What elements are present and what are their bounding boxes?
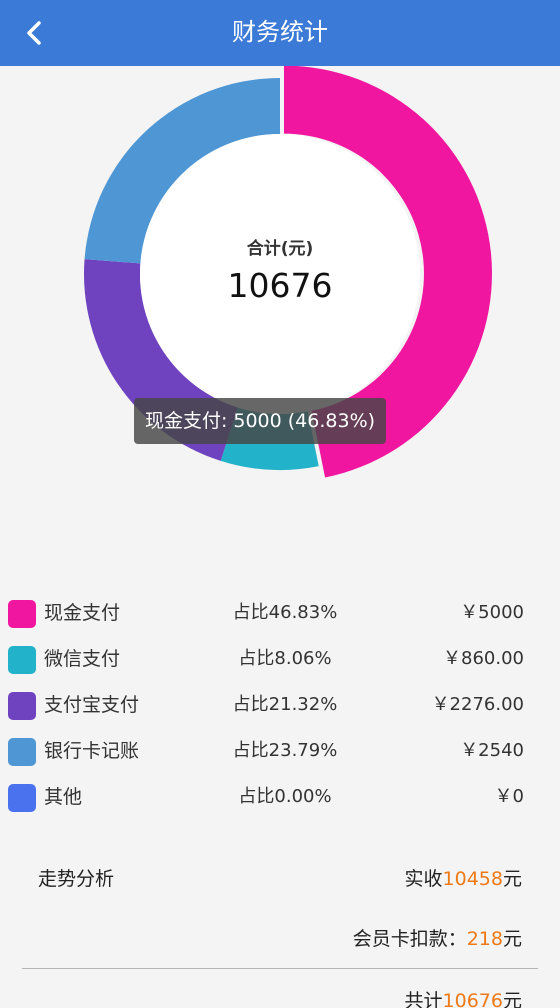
back-button[interactable] [18, 15, 54, 51]
legend-row-wechat[interactable]: 微信支付 占比8.06% ￥860.00 [0, 636, 560, 682]
pie-slice[interactable] [84, 78, 280, 264]
donut-hole [140, 134, 420, 414]
member-card-deduction: 会员卡扣款：218元 [353, 924, 522, 951]
donut-chart-svg [84, 66, 492, 478]
legend-percent: 占比46.83% [232, 602, 338, 623]
received-suffix: 元 [502, 868, 522, 890]
legend-name: 其他 [44, 786, 83, 808]
legend-name: 微信支付 [44, 648, 121, 670]
chevron-left-icon [27, 21, 41, 45]
divider [22, 968, 538, 969]
member-prefix: 会员卡扣款： [352, 928, 467, 950]
legend-row-cash[interactable]: 现金支付 占比46.83% ￥5000 [0, 590, 560, 636]
legend-row-bankcard[interactable]: 银行卡记账 占比23.79% ￥2540 [0, 728, 560, 774]
total-suffix: 元 [502, 990, 522, 1008]
legend-name: 支付宝支付 [44, 694, 140, 716]
member-suffix: 元 [502, 928, 522, 950]
legend-amount: ￥860.00 [443, 648, 524, 669]
legend-percent: 占比21.32% [232, 694, 338, 715]
total-value: 10676 [442, 990, 503, 1008]
legend-amount: ￥5000 [460, 602, 524, 623]
chart-center-value: 10676 [227, 266, 333, 305]
legend-row-alipay[interactable]: 支付宝支付 占比21.32% ￥2276.00 [0, 682, 560, 728]
legend-swatch [8, 784, 36, 812]
page-title: 财务统计 [232, 18, 328, 46]
legend-swatch [8, 646, 36, 674]
header-bar: 财务统计 [0, 0, 560, 66]
received-amount: 实收10458元 [405, 864, 522, 891]
legend-amount: ￥2540 [460, 740, 524, 761]
member-value: 218 [466, 928, 503, 950]
legend-amount: ￥0 [494, 786, 524, 807]
chart-tooltip: 现金支付: 5000 (46.83%) [134, 398, 386, 444]
received-prefix: 实收 [404, 868, 443, 890]
legend-percent: 占比0.00% [238, 786, 332, 807]
summary-section: 走势分析 实收10458元 会员卡扣款：218元 共计10676元 [0, 850, 560, 1008]
legend-swatch [8, 692, 36, 720]
legend-percent: 占比8.06% [238, 648, 332, 669]
legend-name: 银行卡记账 [44, 740, 140, 762]
total-amount: 共计10676元 [405, 986, 522, 1008]
legend-amount: ￥2276.00 [431, 694, 524, 715]
legend-row-other[interactable]: 其他 占比0.00% ￥0 [0, 774, 560, 820]
pie-slice[interactable] [283, 66, 492, 478]
total-prefix: 共计 [404, 990, 443, 1008]
legend-swatch [8, 738, 36, 766]
legend-percent: 占比23.79% [232, 740, 338, 761]
legend-name: 现金支付 [44, 602, 121, 624]
donut-chart[interactable]: 合计(元) 10676 现金支付: 5000 (46.83%) [0, 66, 560, 566]
received-value: 10458 [442, 868, 503, 890]
trend-analysis-link[interactable]: 走势分析 [38, 868, 115, 890]
legend-swatch [8, 600, 36, 628]
chart-center-label: 合计(元) [246, 239, 314, 259]
